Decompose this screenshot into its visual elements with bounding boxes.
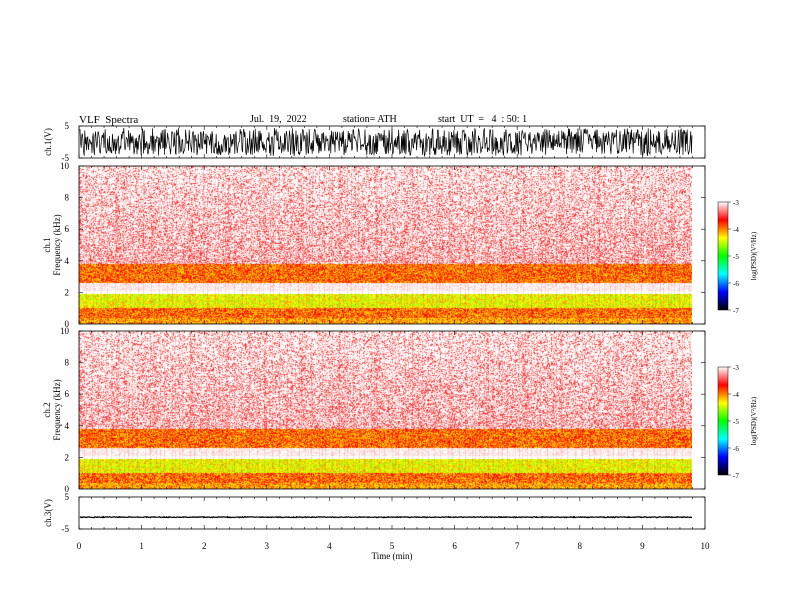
ytick-label: -5 bbox=[62, 153, 70, 163]
ch3-ylabel: ch.3(V) bbox=[43, 499, 53, 527]
xtick-label: 8 bbox=[578, 541, 583, 551]
panel-frame-4 bbox=[78, 496, 706, 530]
colorbar-label: log(PSD)(V²/Hz) bbox=[750, 231, 758, 280]
ch1-ylabel: ch.1(V) bbox=[43, 128, 53, 156]
colorbar-ch1 bbox=[717, 201, 729, 311]
spectrogram-ch2 bbox=[79, 331, 692, 489]
ytick-label: 0 bbox=[65, 484, 70, 494]
ytick-label: -5 bbox=[62, 524, 70, 534]
ytick-label: 4 bbox=[65, 256, 70, 266]
colorbar-ch2 bbox=[717, 366, 729, 476]
xtick-label: 2 bbox=[202, 541, 207, 551]
colorbar-tick-label: -6 bbox=[733, 445, 739, 453]
xtick-label: 10 bbox=[701, 541, 711, 551]
colorbar-tick-label: -5 bbox=[733, 253, 739, 261]
ytick-label: 8 bbox=[65, 358, 70, 368]
ch1-waveform-trace bbox=[79, 127, 693, 158]
xtick-label: 5 bbox=[390, 541, 395, 551]
ytick-label: 10 bbox=[60, 161, 70, 171]
colorbar-tick-label: -5 bbox=[733, 418, 739, 426]
ch1-freq-ylabel: Frequency (kHz) bbox=[52, 214, 62, 275]
xtick-label: 6 bbox=[452, 541, 457, 551]
ytick-label: 6 bbox=[65, 389, 70, 399]
spectrogram-raster-layer bbox=[79, 166, 692, 489]
xtick-label: 4 bbox=[327, 541, 332, 551]
colorbar-tick-label: -7 bbox=[733, 307, 739, 315]
plot-title: VLF Spectra bbox=[79, 114, 139, 126]
ytick-label: 5 bbox=[65, 121, 70, 131]
observation-date: Jul. 19, 2022 bbox=[250, 114, 307, 125]
colorbar-tick-label: -3 bbox=[733, 364, 739, 372]
colorbars-layer: -3 -4 -5 -6 -7 log(PSD)(V²/Hz) -3 -4 -5 -6 -7 log(P… bbox=[717, 199, 758, 480]
ytick-label: 8 bbox=[65, 193, 70, 203]
xtick-label: 0 bbox=[77, 541, 82, 551]
axes-layer bbox=[78, 125, 706, 530]
station-label: station= ATH bbox=[343, 114, 397, 125]
colorbar-tick-label: -7 bbox=[733, 472, 739, 480]
xtick-label: 7 bbox=[515, 541, 520, 551]
ytick-label: 2 bbox=[65, 287, 70, 297]
ch2-freq-ylabel: Frequency (kHz) bbox=[52, 379, 62, 440]
ch3-waveform-trace bbox=[79, 515, 692, 519]
ytick-label: 10 bbox=[60, 326, 70, 336]
spectrogram-ch1 bbox=[79, 166, 692, 324]
xtick-label: 9 bbox=[640, 541, 645, 551]
ytick-label: 4 bbox=[65, 421, 70, 431]
ytick-label: 2 bbox=[65, 452, 70, 462]
colorbar-tick-label: -4 bbox=[733, 391, 739, 399]
colorbar-tick-label: -3 bbox=[733, 199, 739, 207]
colorbar-tick-label: -6 bbox=[733, 280, 739, 288]
colorbar-label: log(PSD)(V²/Hz) bbox=[750, 396, 758, 445]
xtick-label: 1 bbox=[139, 541, 144, 551]
colorbar-tick-label: -4 bbox=[733, 226, 739, 234]
ytick-label: 5 bbox=[65, 492, 70, 502]
start-time-label: start UT = 4 : 50: 1 bbox=[438, 114, 528, 125]
xtick-label: 3 bbox=[265, 541, 270, 551]
ch2-freq-ylabel: ch.2 bbox=[42, 402, 52, 417]
ytick-label: 0 bbox=[65, 319, 70, 329]
ytick-label: 6 bbox=[65, 224, 70, 234]
waveform-layer bbox=[79, 127, 693, 519]
x-axis-label: Time (min) bbox=[372, 551, 413, 561]
ch1-freq-ylabel: ch.1 bbox=[42, 237, 52, 252]
